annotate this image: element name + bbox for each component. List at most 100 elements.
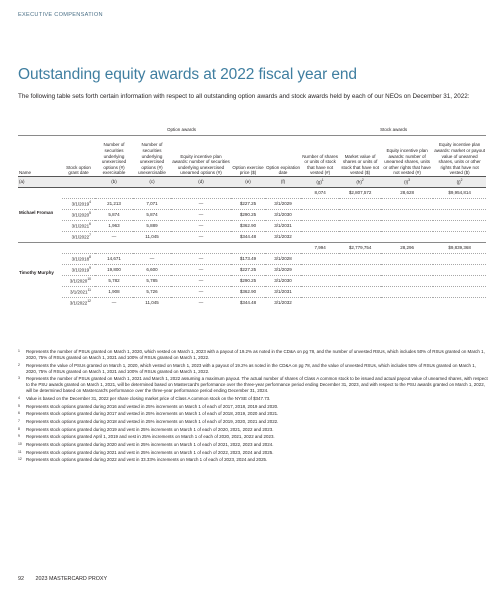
cell-f: 3/1/2032	[265, 231, 302, 243]
section-label: EXECUTIVE COMPENSATION	[18, 12, 103, 18]
footnotes: 1 Represents the number of PSUs granted o…	[18, 349, 488, 465]
footnote-number: 10	[18, 441, 22, 446]
grant-date-value: 3/1/2018	[71, 256, 90, 262]
footnote: 4 Value is based on the December 31, 2022…	[18, 396, 488, 402]
empty-cell	[171, 242, 231, 254]
empty-cell	[301, 297, 340, 308]
empty-cell	[381, 231, 434, 243]
footnote-number: 11	[18, 449, 22, 454]
footnote: 12 Represents stock options granted durin…	[18, 457, 488, 463]
cell-d: —	[171, 253, 231, 265]
header-market-value: Market value of shares or units of stock…	[341, 153, 379, 176]
intro-paragraph: The following table sets forth certain i…	[18, 93, 470, 100]
option-grant-row: 3/1/202111 1,908 5,726— $362.90 3/1/2031	[18, 286, 487, 298]
cell-f: 3/1/2030	[265, 275, 302, 287]
grant-date-value: 3/1/2019	[71, 201, 90, 207]
footnote-text: Value is based on the December 31, 2022 …	[26, 396, 271, 402]
empty-cell	[301, 286, 340, 298]
column-letter: (i)3	[381, 176, 434, 188]
cell-c: 7,071	[133, 198, 171, 210]
cell-f: 3/1/2031	[265, 286, 302, 298]
cell-d: —	[171, 297, 231, 308]
cell-f: 3/1/2032	[265, 297, 302, 308]
cell-b: 1,963	[95, 220, 133, 232]
cell-c: 5,874	[133, 209, 171, 221]
empty-cell	[95, 242, 133, 254]
empty-cell	[381, 275, 434, 287]
total-value: $2,807,572	[339, 187, 382, 199]
header-name: Name	[19, 170, 32, 176]
option-grant-row: 3/1/20188 14,671— — $173.49 3/1/2028	[18, 253, 487, 265]
column-header-row: Name Stock option grant date Number of s…	[18, 136, 486, 177]
option-grant-row: 3/1/20216 1,963 5,889— $362.90 3/1/2031	[18, 220, 487, 232]
header-incentive-value: Equity incentive plan awards: market or …	[434, 142, 485, 176]
header-exercise-price: Option exercise price ($)	[232, 164, 264, 176]
grant-date: 3/1/20227	[62, 231, 95, 243]
empty-cell	[133, 187, 171, 199]
cell-e: $290.25	[231, 275, 265, 287]
footnote-text: Represents stock options granted during …	[26, 426, 274, 432]
grant-date-value: 3/1/2021	[71, 223, 90, 229]
empty-cell	[339, 220, 382, 232]
footnote-number: 1	[18, 349, 20, 353]
cell-d: —	[171, 209, 231, 221]
exec-name: Timothy Murphy	[18, 242, 62, 308]
cell-e: $362.90	[231, 220, 265, 232]
footnote-ref: 1	[321, 178, 324, 183]
cell-b: 5,782	[95, 275, 133, 287]
total-value: 28,296	[381, 242, 434, 254]
option-grant-row: 3/1/20205 5,874 5,874— $290.25 3/1/2030	[18, 209, 487, 221]
grant-date-value: 3/1/2019	[71, 267, 90, 273]
header-exercisable: Number of securities underlying unexerci…	[101, 142, 127, 176]
footnote-number: 7	[18, 419, 20, 424]
cell-d: —	[171, 220, 231, 232]
footnote: 9 Represents stock options granted April …	[18, 434, 488, 440]
footnote-ref: 3	[408, 178, 410, 183]
empty-cell	[301, 275, 340, 287]
cell-e: $290.25	[231, 209, 265, 221]
footnote-ref: 12	[87, 299, 91, 304]
empty-cell	[301, 198, 340, 210]
grant-date-value: 3/1/2020	[69, 278, 88, 284]
empty-cell	[339, 198, 382, 210]
page-title: Outstanding equity awards at 2022 fiscal…	[18, 66, 357, 83]
cell-c: 5,726	[133, 286, 171, 298]
cell-c: 6,600	[133, 264, 171, 276]
empty-cell	[265, 242, 302, 254]
cell-b: 5,874	[95, 209, 133, 221]
header-shares-not-vested: Number of shares or units of stock that …	[302, 153, 338, 176]
cell-d: —	[171, 286, 231, 298]
cell-f: 3/1/2029	[265, 264, 302, 276]
cell-e: $362.90	[231, 286, 265, 298]
footnote: 3 Represents the number of PSUs granted o…	[18, 376, 488, 394]
exec-totals-row: Timothy Murphy 7,994 $2,779,754 28,296 $9,83…	[18, 242, 487, 308]
empty-cell	[171, 187, 231, 199]
empty-cell	[339, 275, 382, 287]
empty-cell	[381, 209, 434, 221]
footnote-ref: 2	[460, 178, 463, 183]
footnote-ref: 7	[89, 233, 91, 238]
empty-cell	[381, 220, 434, 232]
column-letter: (a)	[18, 176, 62, 188]
option-awards-group: Option awards	[62, 125, 302, 136]
column-letter: (d)	[171, 176, 231, 188]
cell-b: 21,213	[95, 198, 133, 210]
footnote-text: Represents stock options granted during …	[26, 419, 279, 425]
column-letter: (c)	[133, 176, 171, 188]
footnote-number: 6	[18, 411, 20, 416]
empty-cell	[433, 264, 487, 276]
cell-c: 11,045	[133, 297, 171, 308]
grant-date: 3/1/202111	[62, 286, 95, 298]
column-letter: (f)	[265, 176, 302, 188]
footnote: 1 Represents the number of PSUs granted o…	[18, 349, 488, 361]
cell-b: 1,908	[95, 286, 133, 298]
footnote-ref: 9	[89, 266, 91, 271]
empty-cell	[339, 297, 382, 308]
cell-b: 19,800	[95, 264, 133, 276]
footnote-number: 2	[18, 362, 20, 367]
grant-date: 3/1/202010	[62, 275, 95, 287]
column-letter: (e)	[231, 176, 265, 188]
footnote-number: 9	[18, 434, 20, 439]
footnote: 8 Represents stock options granted during…	[18, 427, 488, 433]
grant-date: 3/1/202212	[62, 297, 95, 308]
